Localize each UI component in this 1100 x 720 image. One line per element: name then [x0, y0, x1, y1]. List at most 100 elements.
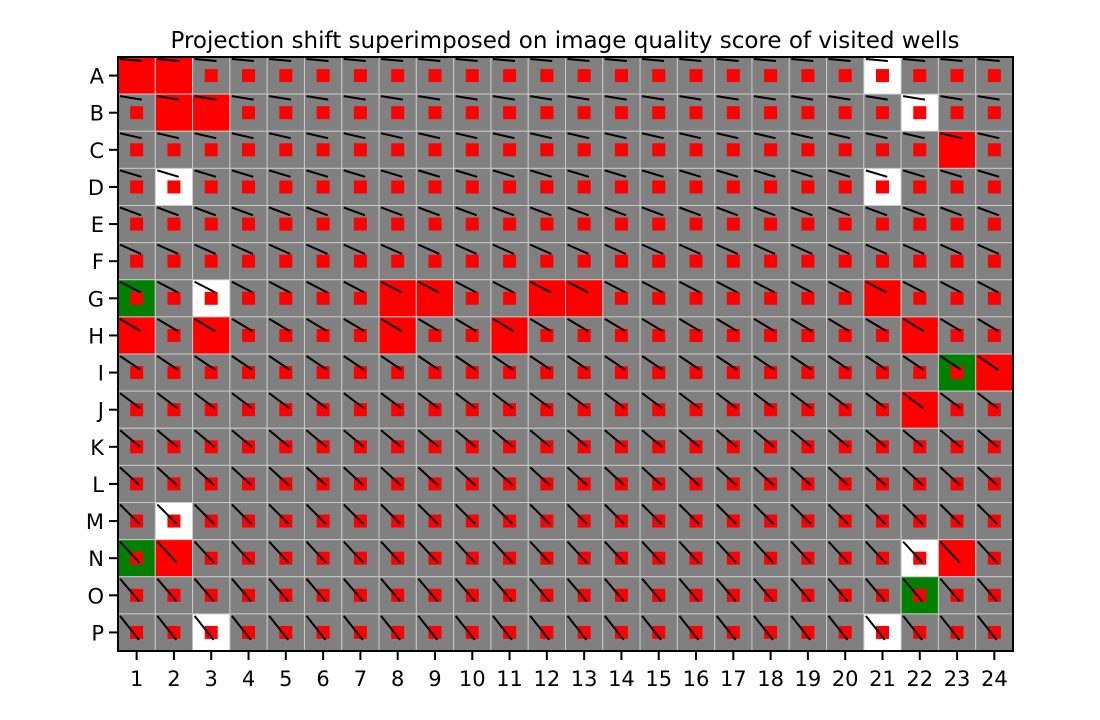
well-marker-K3 [204, 440, 218, 454]
well-marker-J10 [465, 403, 479, 417]
well-marker-P15 [652, 625, 666, 639]
shift-line-J4 [231, 392, 253, 410]
well-marker-C4 [242, 143, 256, 157]
well-marker-H2 [167, 328, 181, 342]
shift-line-C13 [567, 132, 590, 140]
well-marker-H21 [875, 328, 889, 342]
shift-line-A12 [530, 58, 553, 62]
shift-line-L19 [790, 466, 812, 487]
shift-line-O22 [902, 578, 924, 602]
well-marker-H7 [353, 328, 367, 342]
well-cell-G8 [378, 279, 417, 318]
shift-line-H2 [156, 318, 179, 333]
well-marker-J12 [540, 403, 554, 417]
shift-line-G3 [194, 280, 216, 294]
well-marker-H5 [279, 328, 293, 342]
shift-line-E2 [156, 206, 179, 217]
well-marker-D22 [913, 180, 927, 194]
well-marker-P17 [726, 625, 740, 639]
shift-line-N17 [715, 540, 737, 564]
shift-line-A22 [903, 58, 926, 62]
shift-line-L17 [715, 466, 738, 487]
shift-line-N21 [865, 540, 886, 564]
shift-line-G2 [156, 280, 179, 294]
shift-line-F7 [343, 243, 366, 255]
shift-line-A19 [791, 58, 814, 62]
well-marker-G10 [465, 291, 479, 305]
well-marker-A12 [540, 69, 554, 83]
shift-line-M5 [268, 503, 290, 525]
well-marker-O3 [204, 588, 218, 602]
well-marker-O11 [503, 588, 517, 602]
well-marker-C5 [279, 143, 293, 157]
well-marker-P21 [875, 625, 889, 639]
well-marker-D11 [503, 180, 517, 194]
well-marker-K10 [465, 440, 479, 454]
shift-line-A13 [567, 58, 590, 62]
shift-line-G11 [492, 280, 515, 294]
well-marker-G15 [652, 291, 666, 305]
shift-line-G6 [305, 280, 328, 294]
well-marker-C6 [316, 143, 330, 157]
well-marker-B17 [726, 106, 740, 120]
well-marker-C2 [167, 143, 181, 157]
well-marker-K6 [316, 440, 330, 454]
shift-line-J5 [268, 392, 290, 410]
x-tick-label-22: 22 [906, 667, 933, 691]
well-marker-G6 [316, 291, 330, 305]
well-marker-B9 [428, 106, 442, 120]
well-marker-J4 [242, 403, 256, 417]
shift-line-O9 [417, 578, 439, 602]
well-marker-K18 [764, 440, 778, 454]
shift-line-F4 [231, 243, 254, 255]
shift-line-C12 [529, 132, 553, 140]
shift-line-P16 [678, 615, 700, 641]
well-cell-G21 [863, 279, 902, 318]
well-marker-E2 [167, 217, 181, 231]
shift-line-L3 [193, 466, 216, 487]
shift-line-P5 [268, 615, 289, 641]
shift-line-I16 [678, 355, 701, 371]
well-marker-K17 [726, 440, 740, 454]
shift-line-I9 [417, 355, 440, 371]
shift-line-B22 [902, 95, 926, 101]
shift-line-E16 [679, 206, 701, 217]
shift-line-O18 [753, 578, 774, 602]
well-marker-A15 [652, 69, 666, 83]
y-tick-label-N: N [88, 547, 104, 571]
well-marker-J14 [614, 403, 628, 417]
well-marker-G20 [838, 291, 852, 305]
shift-line-J15 [641, 392, 663, 410]
shift-line-N19 [790, 540, 812, 564]
x-tick-label-4: 4 [242, 667, 255, 691]
well-marker-E15 [652, 217, 666, 231]
shift-line-K18 [753, 429, 775, 448]
well-cell-F20 [826, 242, 865, 281]
well-marker-F20 [838, 254, 852, 268]
well-marker-C20 [838, 143, 852, 157]
well-marker-F9 [428, 254, 442, 268]
well-marker-B8 [391, 106, 405, 120]
shift-line-G9 [417, 280, 440, 294]
shift-line-B15 [641, 95, 665, 101]
shift-line-F24 [977, 243, 1000, 255]
shift-line-H10 [455, 318, 477, 333]
well-marker-H16 [689, 328, 703, 342]
well-marker-O8 [391, 588, 405, 602]
shift-line-E22 [902, 206, 925, 217]
well-marker-O2 [167, 588, 181, 602]
shift-line-I20 [827, 355, 850, 371]
well-marker-F21 [875, 254, 889, 268]
shift-line-B18 [753, 95, 776, 101]
shift-line-N10 [454, 540, 476, 564]
well-marker-P2 [167, 625, 181, 639]
shift-line-M14 [604, 503, 626, 525]
well-marker-C15 [652, 143, 666, 157]
well-marker-H24 [987, 328, 1001, 342]
shift-line-F19 [790, 243, 813, 255]
shift-line-H17 [716, 318, 738, 333]
shift-line-I24 [977, 355, 999, 371]
well-marker-O24 [987, 588, 1001, 602]
well-marker-P11 [503, 625, 517, 639]
shift-line-A3 [194, 58, 217, 62]
